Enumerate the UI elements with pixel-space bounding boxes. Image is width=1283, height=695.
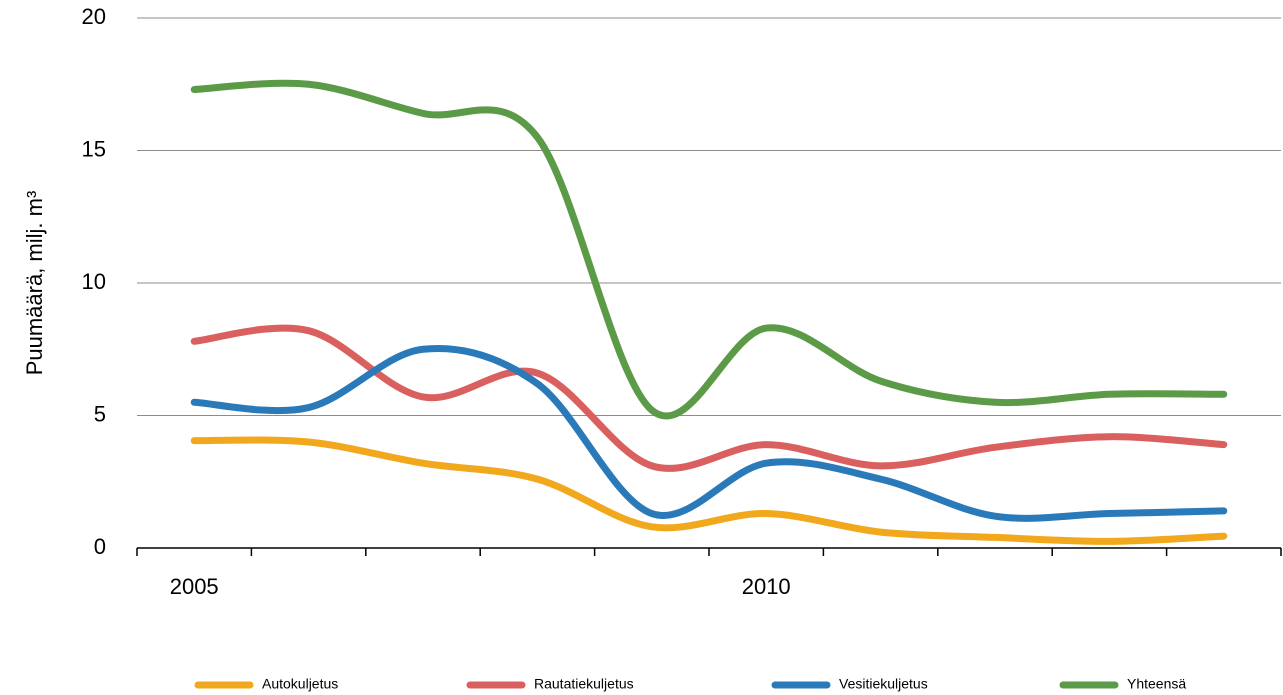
y-tick-label: 10 <box>82 269 106 294</box>
y-tick-label: 5 <box>94 401 106 426</box>
x-tick-label: 2005 <box>170 574 219 599</box>
line <box>190 324 1228 472</box>
legend-label: Rautatiekuljetus <box>534 676 634 692</box>
line <box>190 436 1228 545</box>
x-tick-label: 2010 <box>742 574 791 599</box>
y-tick-label: 20 <box>82 4 106 29</box>
legend-label: Yhteensä <box>1127 676 1186 692</box>
y-tick-label: 15 <box>82 136 106 161</box>
line <box>190 345 1228 522</box>
legend-label: Vesitiekuljetus <box>839 676 928 692</box>
y-tick-label: 0 <box>94 534 106 559</box>
legend-label: Autokuljetus <box>262 676 338 692</box>
line <box>190 79 1228 420</box>
y-axis-label: Puumäärä, milj. m³ <box>22 191 47 376</box>
